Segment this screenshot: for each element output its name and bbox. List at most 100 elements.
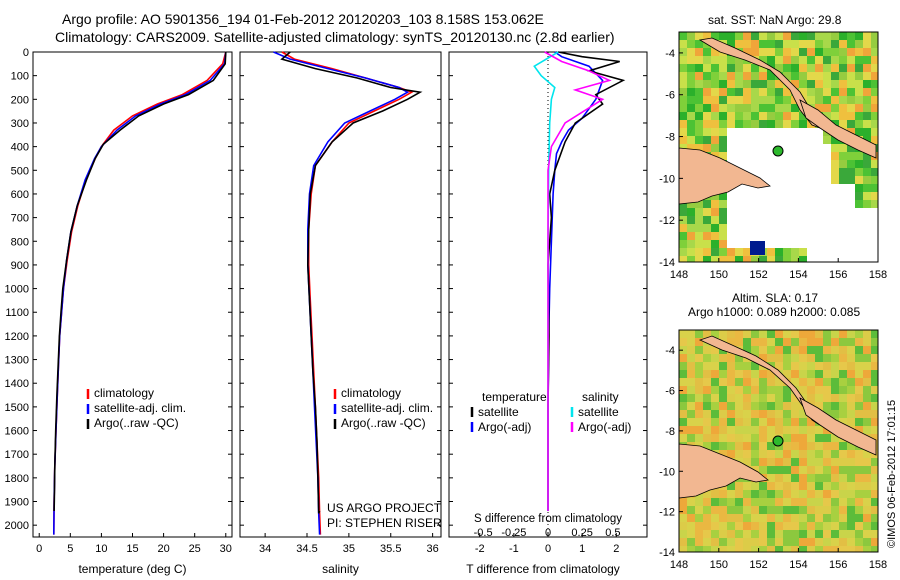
sla-map-axes: 148 150 152 154 156 158 -4 -6 -8 -10 -12 -14 — [659, 329, 887, 571]
map-cell — [751, 48, 759, 56]
map-cell — [815, 458, 823, 466]
map-cell — [855, 112, 863, 120]
series-line-climatology — [53, 51, 227, 535]
sst-map-coastline-3 — [678, 147, 771, 205]
map-cell — [711, 136, 719, 144]
map-cell — [735, 522, 743, 530]
map-cell — [823, 72, 831, 80]
map-cell — [799, 378, 807, 386]
map-cell — [791, 48, 799, 56]
map-cell — [703, 522, 711, 530]
legend-label: climatology — [341, 386, 401, 400]
x-tick-label: 2 — [613, 543, 619, 555]
map-cell — [759, 120, 767, 128]
map-cell — [735, 256, 743, 262]
map-cell — [711, 386, 719, 394]
map-cell — [719, 128, 727, 136]
map-cell — [767, 32, 775, 40]
map-cell — [679, 72, 687, 80]
map-cell — [751, 370, 759, 378]
map-cell — [703, 256, 711, 262]
map-cell — [791, 498, 799, 506]
map-cell — [855, 370, 863, 378]
map-cell — [703, 546, 711, 552]
map-cell — [863, 514, 871, 522]
map-cell — [791, 80, 799, 88]
map-cell — [775, 80, 783, 88]
map-cell — [823, 88, 831, 96]
map-cell — [855, 192, 863, 200]
x-tick-top-label: 0.25 — [571, 527, 592, 539]
map-cell — [719, 112, 727, 120]
map-cell — [679, 506, 687, 514]
map-cell — [751, 450, 759, 458]
map-cell — [863, 184, 871, 192]
map-cell — [791, 546, 799, 552]
map-cell — [791, 402, 799, 410]
x-tick-label: 5 — [67, 543, 73, 555]
map-cell — [711, 394, 719, 402]
map-cell — [823, 474, 831, 482]
map-cell — [679, 80, 687, 88]
map-cell — [807, 64, 815, 72]
map-cell — [863, 362, 871, 370]
map-cell — [679, 56, 687, 64]
map-cell — [743, 434, 751, 442]
map-cell — [783, 474, 791, 482]
map-cell — [735, 104, 743, 112]
map-cell — [711, 426, 719, 434]
map-cell — [727, 40, 735, 48]
map-cell — [751, 362, 759, 370]
map-cell — [871, 458, 878, 466]
map-cell — [759, 546, 767, 552]
map-cell — [767, 104, 775, 112]
map-cell — [687, 232, 695, 240]
map-cell — [687, 88, 695, 96]
map-cell — [831, 64, 839, 72]
map-cell — [847, 370, 855, 378]
map-cell — [855, 88, 863, 96]
map-cell — [767, 466, 775, 474]
map-cell — [727, 96, 735, 104]
map-cell — [703, 144, 711, 152]
map-cell — [831, 402, 839, 410]
map-cell — [719, 370, 727, 378]
map-cell — [839, 482, 847, 490]
map-cell — [735, 530, 743, 538]
map-cell — [871, 434, 878, 442]
header-line2: Climatology: CARS2009. Satellite-adjuste… — [55, 29, 615, 45]
map-cell — [775, 330, 783, 338]
map-cell — [759, 338, 767, 346]
map-cell — [815, 88, 823, 96]
map-cell — [791, 354, 799, 362]
map-cell — [783, 248, 791, 256]
map-cell — [743, 426, 751, 434]
map-cell — [775, 530, 783, 538]
map-cell — [823, 338, 831, 346]
map-cell — [719, 362, 727, 370]
map-cell — [855, 474, 863, 482]
map-cell — [855, 538, 863, 546]
map-cell — [823, 40, 831, 48]
map-cell — [751, 330, 759, 338]
map-cell — [791, 482, 799, 490]
map-cell — [791, 458, 799, 466]
map-cell — [847, 418, 855, 426]
map-cell — [775, 378, 783, 386]
map-cell — [799, 354, 807, 362]
map-cell — [847, 450, 855, 458]
map-cell — [727, 56, 735, 64]
map-cell — [735, 112, 743, 120]
map-cell — [799, 498, 807, 506]
map-cell — [767, 418, 775, 426]
map-cell — [783, 506, 791, 514]
depth-tick-label: 1100 — [5, 307, 29, 319]
map-cell — [727, 378, 735, 386]
map-cell — [695, 32, 703, 40]
map-cell — [863, 506, 871, 514]
map-cell — [759, 538, 767, 546]
map-cell — [711, 490, 719, 498]
map-cell — [871, 72, 878, 80]
map-cell — [783, 514, 791, 522]
